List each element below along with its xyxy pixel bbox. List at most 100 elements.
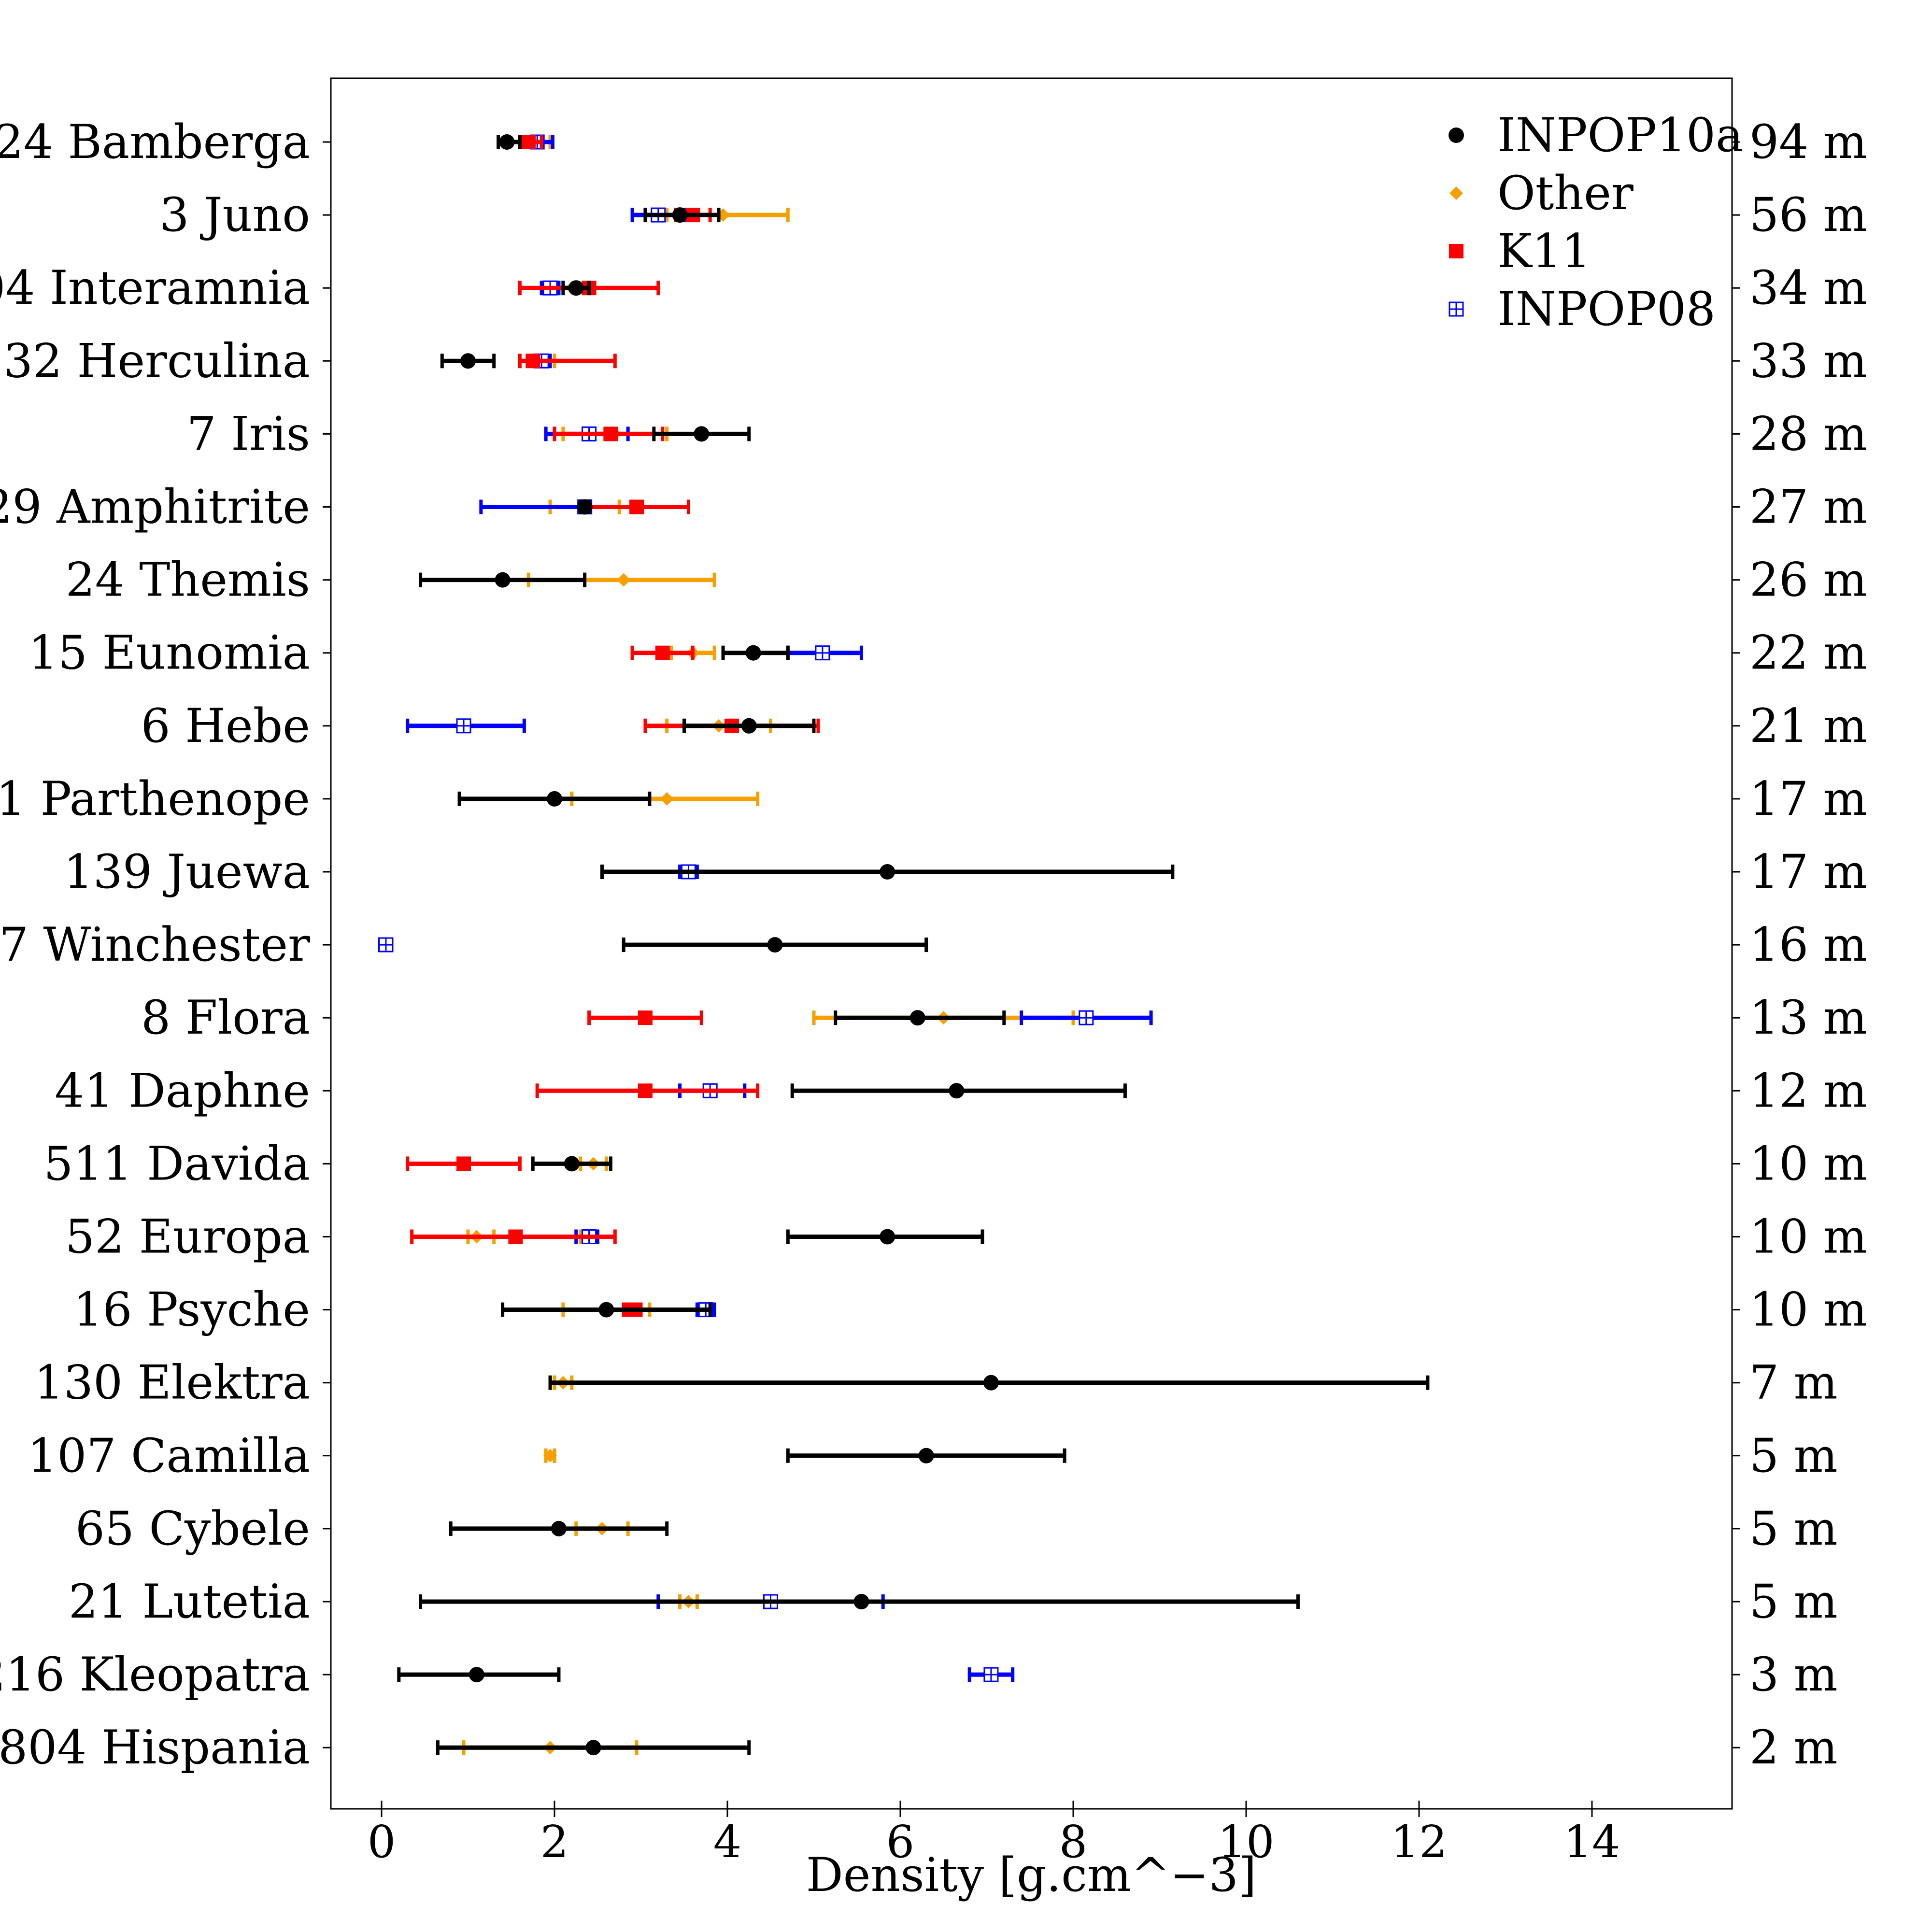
diameter-uncertainty-label: 3 m <box>1749 1648 1838 1702</box>
legend-item: K11 <box>1449 224 1591 278</box>
legend-inpop08-label: INPOP08 <box>1497 282 1716 336</box>
inpop10a-marker <box>983 1375 999 1391</box>
x-tick-label: 2 <box>540 1816 569 1868</box>
asteroid-row: 11 Parthenope 17 m <box>0 772 1867 826</box>
asteroid-row: 21 Lutetia 5 m <box>69 1575 1838 1629</box>
diameter-uncertainty-label: 21 m <box>1749 699 1867 753</box>
k11-marker <box>526 354 540 369</box>
legend-inpop10a-label: INPOP10a <box>1497 108 1743 162</box>
asteroid-name-label: 16 Psyche <box>73 1283 310 1337</box>
inpop08-marker <box>456 718 471 734</box>
asteroid-row: 139 Juewa 17 m <box>64 845 1867 899</box>
legend-k11-label: K11 <box>1497 224 1591 278</box>
inpop10a-marker <box>672 207 688 223</box>
other-marker <box>617 573 631 587</box>
asteroid-name-label: 747 Winchester <box>0 918 310 972</box>
asteroid-row: 6 Hebe 21 m <box>141 699 1867 753</box>
asteroid-name-label: 7 Iris <box>187 407 310 461</box>
inpop10a-marker <box>918 1448 934 1463</box>
inpop08-marker <box>983 1667 999 1682</box>
inpop10a-marker <box>741 718 757 734</box>
x-tick-label: 0 <box>368 1816 396 1868</box>
inpop10a-marker <box>767 937 783 953</box>
asteroid-row: 15 Eunomia 22 m <box>28 626 1867 680</box>
k11-marker <box>521 135 536 149</box>
legend-other-marker <box>1449 186 1463 200</box>
diameter-uncertainty-label: 5 m <box>1749 1575 1838 1629</box>
diameter-uncertainty-label: 13 m <box>1749 991 1867 1045</box>
legend-inpop08-marker <box>1449 301 1464 317</box>
asteroid-name-label: 130 Elektra <box>34 1356 310 1410</box>
inpop10a-marker <box>547 791 562 807</box>
x-tick-label: 4 <box>713 1816 742 1868</box>
inpop10a-marker <box>460 353 476 369</box>
asteroid-row: 16 Psyche 10 m <box>73 1283 1867 1337</box>
inpop10a-marker <box>551 1520 567 1536</box>
diameter-uncertainty-label: 17 m <box>1749 845 1867 899</box>
x-tick-label: 6 <box>886 1816 915 1868</box>
inpop10a-marker <box>909 1010 925 1026</box>
asteroid-name-label: 532 Herculina <box>0 334 310 388</box>
asteroid-name-label: 139 Juewa <box>64 845 310 899</box>
diameter-uncertainty-label: 2 m <box>1749 1720 1838 1775</box>
asteroid-name-label: 15 Eunomia <box>28 626 310 680</box>
diameter-uncertainty-label: 12 m <box>1749 1064 1867 1118</box>
asteroid-name-label: 216 Kleopatra <box>0 1648 310 1702</box>
legend-item: INPOP08 <box>1449 282 1716 336</box>
asteroid-name-label: 511 Davida <box>43 1136 310 1191</box>
inpop10a-marker <box>499 134 515 150</box>
diameter-uncertainty-label: 16 m <box>1749 918 1867 972</box>
k11-marker <box>655 645 670 660</box>
asteroid-row: 29 Amphitrite 27 m <box>0 480 1867 534</box>
k11-marker <box>603 426 618 441</box>
k11-marker <box>638 1010 653 1025</box>
asteroid-row: 24 Themis 26 m <box>66 553 1867 607</box>
asteroid-name-label: 65 Cybele <box>75 1502 310 1556</box>
diameter-uncertainty-label: 28 m <box>1749 407 1867 461</box>
asteroid-name-label: 107 Camilla <box>28 1429 310 1483</box>
diameter-uncertainty-label: 10 m <box>1749 1136 1867 1191</box>
asteroid-name-label: 704 Interamnia <box>0 261 310 315</box>
diameter-uncertainty-label: 5 m <box>1749 1429 1838 1483</box>
asteroid-row: 8 Flora 13 m <box>141 991 1867 1045</box>
asteroid-name-label: 52 Europa <box>65 1210 310 1264</box>
asteroid-name-label: 804 Hispania <box>0 1720 310 1775</box>
diameter-uncertainty-label: 26 m <box>1749 553 1867 607</box>
asteroid-row: 804 Hispania 2 m <box>0 1720 1838 1775</box>
inpop10a-marker <box>949 1083 965 1099</box>
asteroid-row: 324 Bamberga 94 m <box>0 115 1867 169</box>
diameter-uncertainty-label: 5 m <box>1749 1502 1838 1556</box>
k11-marker <box>629 499 644 514</box>
asteroid-row: 107 Camilla 5 m <box>28 1429 1837 1483</box>
asteroid-name-label: 3 Juno <box>159 188 310 242</box>
inpop10a-marker <box>745 645 761 661</box>
diameter-uncertainty-label: 22 m <box>1749 626 1867 680</box>
asteroid-name-label: 324 Bamberga <box>0 115 310 169</box>
inpop08-marker <box>1079 1010 1094 1025</box>
asteroid-row: 7 Iris 28 m <box>187 407 1867 461</box>
diameter-uncertainty-label: 94 m <box>1749 115 1867 169</box>
x-tick-label: 8 <box>1059 1816 1088 1868</box>
inpop10a-marker <box>469 1667 484 1683</box>
diameter-uncertainty-label: 10 m <box>1749 1210 1867 1264</box>
diameter-uncertainty-label: 7 m <box>1749 1356 1838 1410</box>
diameter-uncertainty-label: 27 m <box>1749 480 1867 534</box>
asteroid-rows: 324 Bamberga 94 m 3 Juno 56 m 704 Interamnia… <box>0 115 1867 1775</box>
asteroid-name-label: 8 Flora <box>141 991 310 1045</box>
x-tick-label: 10 <box>1218 1816 1274 1868</box>
asteroid-row: 130 Elektra 7 m <box>34 1356 1838 1410</box>
asteroid-name-label: 6 Hebe <box>141 699 310 753</box>
asteroid-name-label: 24 Themis <box>66 553 310 607</box>
x-tick-label: 14 <box>1563 1816 1620 1868</box>
legend-k11-marker <box>1449 244 1463 258</box>
asteroid-row: 41 Daphne 12 m <box>55 1064 1867 1118</box>
inpop10a-marker <box>577 499 593 515</box>
legend-inpop10a-marker <box>1449 128 1464 143</box>
asteroid-row: 52 Europa 10 m <box>65 1210 1867 1264</box>
asteroid-row: 747 Winchester 16 m <box>0 918 1867 972</box>
k11-marker <box>508 1229 523 1244</box>
k11-marker <box>638 1083 653 1098</box>
asteroid-row: 65 Cybele 5 m <box>75 1502 1838 1556</box>
